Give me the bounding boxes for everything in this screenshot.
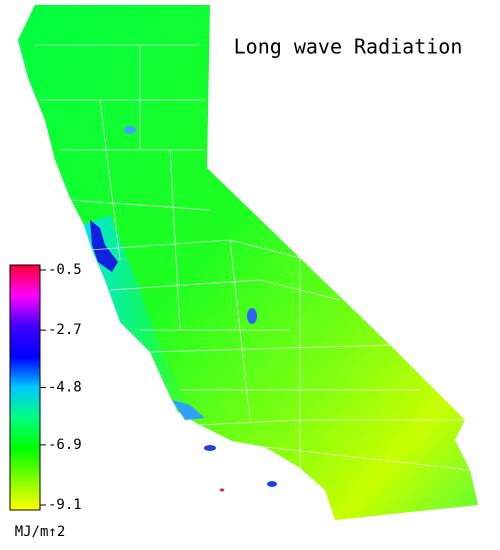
island — [204, 445, 216, 451]
california — [18, 5, 478, 520]
state-shape — [18, 5, 478, 520]
colorbar-tick-label: -2.7 — [48, 322, 82, 338]
lake — [247, 308, 257, 324]
map-title: Long wave Radiation — [234, 35, 463, 59]
colorbar-tick-label: -6.9 — [48, 437, 82, 453]
colorbar-tick-label: -0.5 — [48, 262, 82, 278]
bay-area — [90, 220, 118, 272]
lake — [124, 126, 136, 134]
colorbar-unit: MJ/m↑2 — [15, 524, 66, 540]
colorbar-tick-label: -9.1 — [48, 497, 82, 513]
island — [220, 488, 224, 492]
county-lines — [35, 44, 471, 520]
coast-patch — [172, 400, 205, 420]
colorbar — [9, 264, 41, 511]
island — [267, 481, 277, 487]
colorbar-tick-label: -4.8 — [48, 380, 82, 396]
